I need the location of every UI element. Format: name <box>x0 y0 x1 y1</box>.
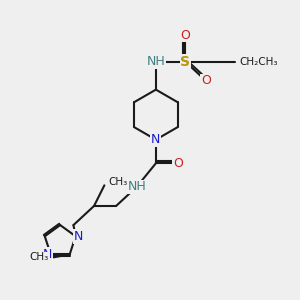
Text: N: N <box>43 248 52 261</box>
Text: S: S <box>180 55 190 69</box>
Text: NH: NH <box>128 180 146 193</box>
Text: O: O <box>201 74 211 87</box>
Text: CH₂CH₃: CH₂CH₃ <box>240 57 278 67</box>
Text: N: N <box>151 133 160 146</box>
Text: N: N <box>74 230 83 243</box>
Text: O: O <box>180 29 190 42</box>
Text: CH₃: CH₃ <box>109 177 128 188</box>
Text: NH: NH <box>146 55 165 68</box>
Text: CH₃: CH₃ <box>30 252 49 262</box>
Text: O: O <box>173 157 183 170</box>
